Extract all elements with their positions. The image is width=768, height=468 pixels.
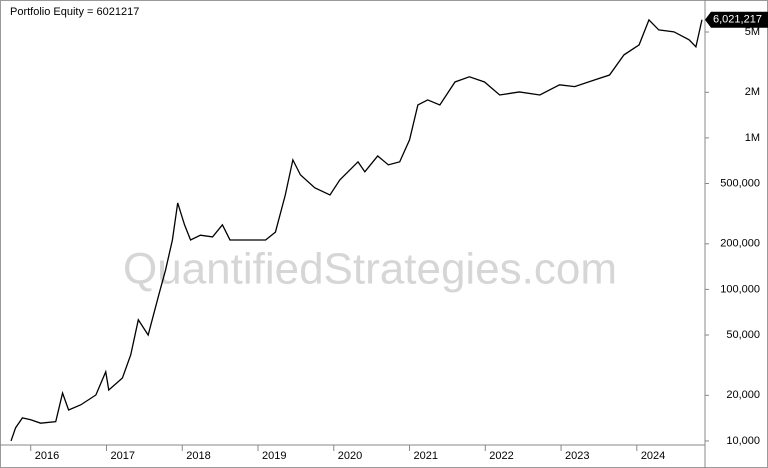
value-label: 6,021,217 xyxy=(713,14,762,26)
x-tick-label: 2021 xyxy=(414,450,438,462)
x-tick-label: 2017 xyxy=(110,450,134,462)
y-tick-label: 200,000 xyxy=(720,238,760,250)
watermark: QuantifiedStrategies.com xyxy=(123,245,617,294)
x-tick-label: 2019 xyxy=(262,450,286,462)
x-tick-label: 2023 xyxy=(565,450,589,462)
x-tick-label: 2016 xyxy=(35,450,59,462)
equity-line xyxy=(10,18,703,442)
y-tick-label: 20,000 xyxy=(726,389,760,401)
x-tick-label: 2018 xyxy=(186,450,210,462)
x-tick-label: 2022 xyxy=(489,450,513,462)
y-tick-label: 50,000 xyxy=(726,329,760,341)
y-tick-label: 100,000 xyxy=(720,283,760,295)
x-tick-label: 2020 xyxy=(338,450,362,462)
value-label-box xyxy=(705,11,768,28)
y-tick-label: 2M xyxy=(745,86,760,98)
x-tick-label: 2024 xyxy=(641,450,665,462)
y-tick-label: 10,000 xyxy=(726,435,760,447)
y-tick-label: 1M xyxy=(745,132,760,144)
y-tick-label: 5M xyxy=(745,26,760,38)
chart-title: Portfolio Equity = 6021217 xyxy=(10,6,139,18)
y-tick-label: 500,000 xyxy=(720,177,760,189)
